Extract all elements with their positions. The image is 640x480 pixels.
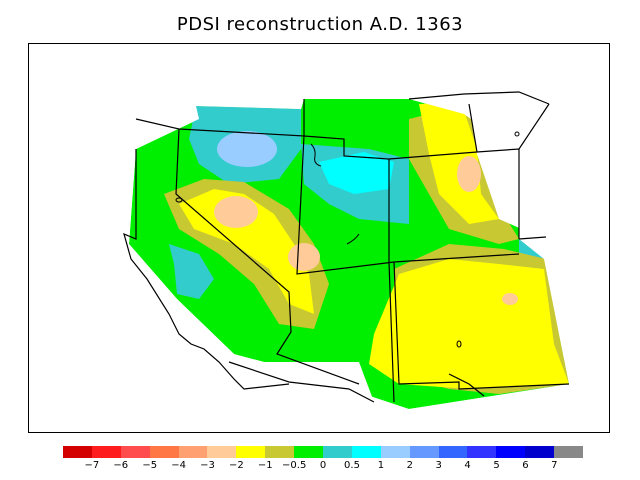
- legend-tick-label: −6: [113, 460, 129, 471]
- legend-tick-label: 5: [493, 460, 500, 471]
- legend-swatch: [438, 446, 468, 458]
- legend-tick-label: −3: [200, 460, 215, 471]
- legend-tick-label: −0.5: [282, 460, 307, 471]
- legend-swatch: [236, 446, 266, 458]
- legend-swatch: [63, 446, 92, 458]
- pdsi-cyan-center: [319, 152, 394, 194]
- legend-swatch: [496, 446, 526, 458]
- outside-mask-ne: [469, 94, 549, 239]
- color-legend: [63, 446, 584, 458]
- legend-tick-label: −5: [142, 460, 158, 471]
- legend-swatch: [265, 446, 295, 458]
- pdsi-peach-northeast: [457, 156, 481, 192]
- legend-swatch: [409, 446, 439, 458]
- legend-swatch: [351, 446, 381, 458]
- pdsi-yellow-west: [179, 189, 314, 314]
- legend-swatch: [91, 446, 121, 458]
- legend-tick-labels: −7 −6 −5 −4 −3 −2 −1 −0.5 0 0.5 1 2 3 4 5 6 7: [63, 460, 583, 474]
- legend-tick-label: 6: [522, 460, 529, 471]
- ocean-mask: [29, 44, 609, 432]
- legend-tick-label: −4: [171, 460, 186, 471]
- legend-tick-label: 0.5: [344, 460, 360, 471]
- legend-tick-label: 0: [319, 460, 327, 471]
- state-boundaries: [123, 91, 570, 403]
- legend-swatch: [207, 446, 237, 458]
- legend-tick-label: 4: [464, 460, 471, 471]
- legend-tick-label: −7: [84, 460, 100, 471]
- map-title: PDSI reconstruction A.D. 1363: [176, 14, 464, 35]
- pdsi-peach-center: [288, 243, 320, 271]
- pdsi-lightblue-north: [217, 131, 277, 167]
- lakes: [175, 131, 520, 348]
- pdsi-peach-southeast: [502, 293, 518, 305]
- pdsi-yellow-southeast: [369, 259, 569, 389]
- legend-swatch: [525, 446, 555, 458]
- legend-swatch: [294, 446, 324, 458]
- legend-tick-label: 3: [435, 460, 442, 471]
- map-panel: [28, 43, 610, 433]
- pdsi-yellow-northeast: [419, 102, 499, 224]
- legend-swatch: [149, 446, 179, 458]
- pdsi-map: [29, 44, 609, 432]
- pdsi-teal-west: [169, 244, 214, 299]
- legend-tick-label: −2: [229, 460, 244, 471]
- legend-tick-label: −1: [257, 460, 273, 471]
- legend-swatch: [178, 446, 208, 458]
- legend-tick-label: 1: [377, 460, 385, 471]
- legend-swatch: [120, 446, 150, 458]
- legend-swatch: [467, 446, 497, 458]
- legend-swatch: [380, 446, 410, 458]
- legend-swatch: [554, 446, 584, 458]
- legend-tick-label: 7: [551, 460, 558, 471]
- pdsi-peach-west: [214, 196, 258, 228]
- legend-swatch: [323, 446, 352, 458]
- legend-tick-label: 2: [406, 460, 413, 471]
